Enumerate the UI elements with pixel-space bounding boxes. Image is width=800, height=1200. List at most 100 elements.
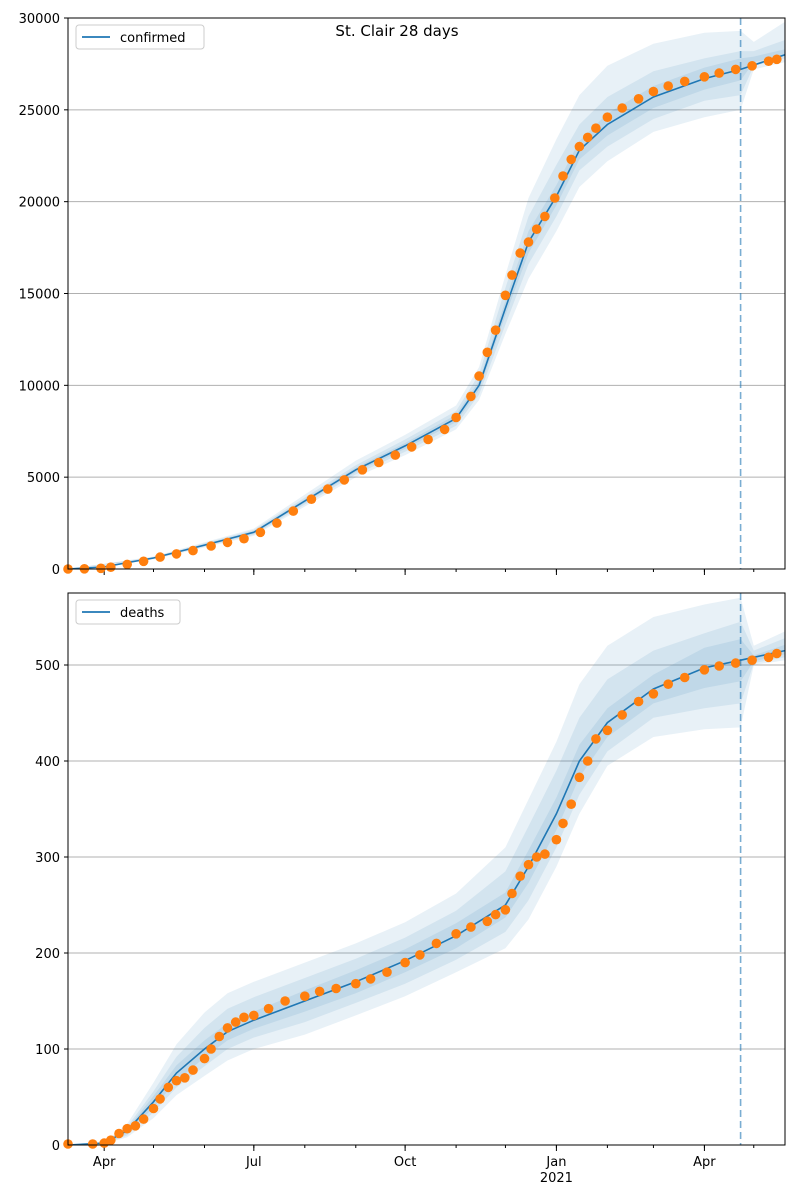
observed-point [357,465,368,475]
confirmed-panel: 0 5000 10000 15000 20000 25000 30000 confirmed [19,12,786,578]
observed-point [679,76,690,87]
x-tick-label: Oct [394,1155,416,1170]
observed-point [272,518,282,528]
observed-point [617,710,627,720]
y-tick-label: 500 [35,659,60,674]
observed-point [679,672,690,683]
observed-point [406,442,417,452]
observed-point [423,434,433,445]
observed-point [451,412,461,423]
observed-point [374,457,384,468]
observed-point [574,141,585,152]
observed-point [591,123,601,133]
observed-point [314,986,325,997]
observed-point [531,852,542,862]
observed-point [171,549,182,559]
observed-point [280,996,290,1006]
observed-point [96,563,106,574]
observed-point [500,290,511,301]
observed-point [633,696,644,707]
observed-point [431,938,442,949]
observed-point [617,103,627,113]
confidence-band [68,40,785,569]
observed-point [188,1065,198,1075]
observed-point [214,1031,225,1042]
y-tick-label: 25000 [19,104,60,119]
observed-point [531,224,542,234]
observed-point [482,347,493,358]
observed-point [171,1075,182,1086]
observed-point [490,325,501,336]
observed-point [730,658,741,668]
observed-point [466,922,476,932]
observed-point [699,665,710,675]
observed-point [323,484,333,494]
confidence-band [68,21,785,569]
observed-point [87,1139,98,1149]
observed-point [747,61,757,71]
legend: deaths [75,599,181,625]
observed-point [206,1044,216,1054]
observed-point [114,1128,124,1139]
observed-point [206,541,216,551]
observed-point [155,1094,165,1104]
y-tick-label: 30000 [19,12,60,27]
observed-point [415,950,425,960]
legend: confirmed [75,24,205,50]
observed-point [602,725,613,736]
legend-label: confirmed [120,31,186,46]
observed-point [663,81,673,91]
confidence-band [68,49,785,569]
observed-point [500,905,511,915]
observed-point [648,86,659,97]
observed-point [188,545,198,556]
observed-point [763,56,774,66]
observed-point [507,270,517,280]
observed-point [180,1073,190,1083]
fit-line [67,53,786,570]
observed-point [130,1121,141,1131]
observed-point [400,957,410,968]
legend-box [75,24,205,50]
observed-point [772,648,782,659]
observed-point [507,888,517,899]
observed-point [747,655,757,665]
legend-box [75,599,181,625]
x-tick-label: Jan [545,1155,566,1170]
observed-point [574,772,585,783]
observed-point [382,967,392,977]
observed-point [122,559,132,570]
observed-point [648,689,659,699]
observed-point [523,237,534,247]
observed-point [300,991,310,1001]
observed-point [663,679,673,689]
observed-point [288,506,299,516]
observed-point [255,527,266,538]
y-tick-label: 0 [52,563,60,578]
observed-point [540,211,550,222]
observed-point [148,1103,159,1114]
observed-point [390,450,401,460]
y-tick-label: 10000 [19,379,60,394]
observed-point [591,734,601,744]
x-tick-label: Jul [245,1155,262,1170]
observed-point [699,72,710,82]
observed-point [306,494,317,505]
y-tick-label: 100 [35,1043,60,1058]
y-tick-label: 200 [35,947,60,962]
observed-point [106,1135,116,1145]
chart-title: St. Clair 28 days [335,22,458,40]
observed-point [772,54,782,65]
y-tick-label: 300 [35,851,60,866]
y-tick-label: 0 [52,1139,60,1154]
observed-point [155,552,165,562]
y-tick-label: 400 [35,755,60,770]
observed-point [239,1012,249,1023]
x-tick-label: Apr [693,1155,716,1170]
observed-point [633,94,644,104]
observed-point [138,556,149,567]
legend-label: deaths [120,606,165,621]
observed-point [558,818,568,829]
